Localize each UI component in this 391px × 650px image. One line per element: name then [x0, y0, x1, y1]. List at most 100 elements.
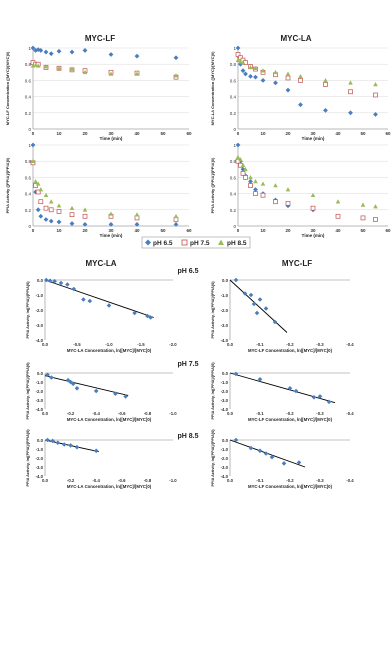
data-point-diamond: [69, 49, 75, 55]
x-tick-label: -0.3: [316, 411, 324, 416]
data-series: [30, 60, 179, 80]
data-point-diamond: [257, 297, 263, 302]
data-point-diamond: [68, 443, 73, 448]
diamond-icon: [145, 239, 151, 246]
y-tick-label: -3.0: [36, 398, 44, 403]
x-tick-label: -0.3: [316, 342, 324, 347]
x-axis-label: MYC-LF Concentration, ln([MYC]/[MYC]0): [248, 417, 333, 422]
x-tick-label: -0.4: [346, 478, 354, 483]
y-tick-label: 1: [28, 46, 31, 51]
x-tick-label: -0.1: [256, 411, 264, 416]
x-tick-label: 0.0: [42, 478, 49, 483]
data-point-diamond: [248, 445, 254, 451]
data-point-diamond: [145, 313, 150, 319]
data-series: [235, 45, 378, 117]
y-axis-label: PPIA Activity, ln([PPIA]/[PPIA]0): [211, 281, 215, 339]
x-tick-label: 0: [237, 228, 240, 233]
y-tick-label: -2.0: [221, 389, 229, 394]
data-point-diamond: [132, 310, 137, 316]
x-tick-label: 10: [260, 228, 266, 233]
data-point-diamond: [233, 277, 239, 283]
y-tick-label: -3.0: [36, 323, 44, 328]
x-axis-label: Time (min): [100, 233, 123, 238]
x-tick-label: 0.0: [42, 411, 49, 416]
panel-title-myc-la: MYC-LA: [280, 34, 311, 43]
y-tick-label: 0.6: [230, 175, 237, 180]
y-tick-label: 0.0: [37, 438, 44, 443]
data-point-diamond: [56, 48, 62, 54]
data-point-diamond: [47, 278, 53, 284]
x-tick-label: 50: [160, 131, 166, 136]
data-point-diamond: [311, 395, 317, 400]
data-point-square: [43, 205, 49, 211]
data-point-diamond: [43, 277, 49, 283]
data-point-triangle: [260, 181, 266, 186]
data-point-triangle: [235, 57, 241, 62]
x-tick-label: 30: [108, 131, 114, 136]
data-point-diamond: [48, 218, 54, 224]
data-point-square: [323, 82, 328, 87]
data-point-square: [260, 192, 266, 198]
data-point-diamond: [257, 377, 263, 382]
x-tick-label: -0.2: [67, 411, 75, 416]
x-tick-label: 30: [310, 228, 316, 233]
y-tick-label: -3.0: [221, 398, 229, 403]
x-tick-label: 40: [134, 228, 140, 233]
y-tick-label: -1.0: [36, 293, 44, 298]
x-tick-label: 50: [360, 228, 366, 233]
data-point-diamond: [108, 221, 114, 227]
y-tick-label: 0.0: [37, 278, 44, 283]
y-tick-label: 0.0: [222, 371, 229, 376]
data-point-triangle: [238, 59, 243, 64]
data-point-square: [35, 189, 41, 195]
data-point-triangle: [69, 66, 75, 71]
x-axis-label: Time (min): [302, 233, 325, 238]
x-axis-label: MYC-LA Concentration, ln([MYC]/[MYC]0): [67, 484, 152, 489]
data-point-diamond: [71, 286, 77, 292]
data-point-triangle: [173, 213, 179, 219]
data-point-diamond: [373, 112, 378, 117]
data-point-diamond: [323, 107, 328, 113]
x-tick-label: 50: [360, 131, 366, 136]
data-point-diamond: [287, 386, 293, 391]
data-point-diamond: [263, 451, 269, 456]
x-axis-label: MYC-LA Concentration, ln([MYC]/[MYC]0): [67, 417, 152, 422]
y-tick-label: -2.0: [36, 308, 44, 313]
data-point-triangle: [248, 175, 253, 180]
data-point-diamond: [43, 217, 49, 222]
data-point-triangle: [248, 65, 253, 70]
y-tick-label: 1: [233, 143, 236, 148]
x-tick-label: -2.0: [169, 342, 177, 347]
data-point-diamond: [293, 388, 299, 394]
x-tick-label: 0: [237, 131, 240, 136]
data-series: [235, 57, 378, 87]
x-tick-label: 60: [186, 131, 192, 136]
data-point-diamond: [248, 73, 253, 79]
data-point-triangle: [273, 183, 278, 188]
x-tick-label: -0.1: [256, 342, 264, 347]
data-point-square: [373, 217, 378, 222]
data-point-triangle: [348, 80, 353, 85]
data-point-triangle: [30, 158, 36, 163]
y-tick-label: 0.8: [230, 62, 237, 67]
data-point-diamond: [257, 448, 263, 454]
trend-line: [229, 279, 288, 333]
data-point-diamond: [81, 297, 86, 302]
data-point-diamond: [263, 306, 269, 311]
x-axis-label: MYC-LA Concentration, ln([MYC]/[MYC]0): [67, 348, 152, 353]
y-tick-label: 0: [233, 127, 236, 132]
y-tick-label: -1.0: [36, 380, 44, 385]
x-tick-label: 20: [82, 131, 88, 136]
x-tick-label: 10: [56, 131, 62, 136]
data-point-square: [373, 92, 378, 98]
data-point-triangle: [38, 187, 44, 192]
data-point-diamond: [69, 221, 75, 226]
correlation-panel: 0.0-1.0-2.0-3.0-4.00.0 -0.2 -0.4 -0.6 -0.8 -1…: [26, 429, 177, 489]
x-tick-label: -0.4: [346, 411, 354, 416]
legend-label: pH 6.5: [153, 240, 173, 247]
data-point-triangle: [56, 65, 62, 71]
x-tick-label: 0.0: [42, 342, 49, 347]
